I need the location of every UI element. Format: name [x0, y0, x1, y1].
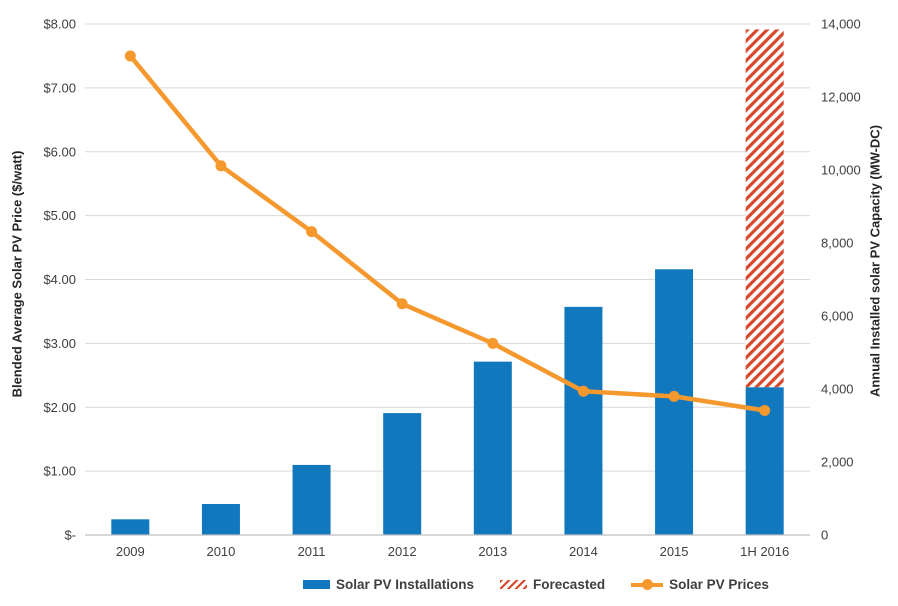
y-right-tick: 4,000	[821, 382, 854, 397]
y-left-tick: $6.00	[43, 144, 76, 159]
x-tick-2014: 2014	[569, 544, 598, 559]
right-axis-title: Annual Installed solar PV Capacity (MW-D…	[867, 124, 883, 398]
x-tick-1H 2016: 1H 2016	[740, 544, 789, 559]
x-tick-2010: 2010	[206, 544, 235, 559]
bar-swatch-icon	[303, 580, 330, 589]
y-left-tick: $8.00	[43, 17, 76, 32]
x-tick-2013: 2013	[478, 544, 507, 559]
y-left-tick: $-	[64, 528, 76, 543]
bar-2014	[564, 306, 603, 535]
bar-2015	[655, 269, 694, 535]
y-left-tick: $2.00	[43, 400, 76, 415]
gridlines	[85, 23, 810, 536]
y-left-tick: $7.00	[43, 80, 76, 95]
bar-2011	[292, 464, 331, 535]
price-line	[128, 53, 767, 413]
price-point-2014	[577, 385, 589, 397]
price-point-2012	[396, 298, 408, 310]
installation-bars	[111, 29, 784, 535]
y-left-tick: $3.00	[43, 336, 76, 351]
legend-item-prices: Solar PV Prices	[631, 577, 769, 592]
price-point-2015	[668, 390, 680, 402]
left-axis-title: Blended Average Solar PV Price ($/watt)	[9, 150, 25, 398]
bar-2013	[473, 361, 512, 535]
x-tick-2011: 2011	[298, 544, 326, 559]
bar-2012	[383, 413, 422, 535]
forecast-bar-1H 2016	[745, 29, 784, 388]
price-markers	[124, 50, 771, 416]
price-point-1H 2016	[759, 404, 771, 416]
legend-label: Solar PV Prices	[669, 577, 769, 592]
legend-item-forecasted: Forecasted	[500, 577, 605, 592]
left-axis-ticks: $- $1.00 $2.00 $3.00 $4.00 $5.00 $6.00 $7.00 $8.…	[43, 17, 76, 543]
legend-label: Forecasted	[533, 577, 606, 592]
y-right-tick: 2,000	[821, 455, 854, 470]
x-tick-2015: 2015	[660, 544, 689, 559]
y-right-tick: 14,000	[821, 17, 861, 32]
legend: Solar PV Installations Forecasted Solar …	[303, 577, 769, 592]
y-right-tick: 0	[821, 528, 828, 543]
legend-item-installations: Solar PV Installations	[303, 577, 474, 592]
x-axis-labels: 2009 2010 2011 2012 2013 2014 2015 1H 2016	[116, 544, 789, 559]
price-point-2011	[306, 226, 318, 238]
y-right-tick: 8,000	[821, 236, 854, 251]
y-right-tick: 10,000	[821, 163, 861, 178]
y-right-tick: 6,000	[821, 309, 854, 324]
price-point-2013	[487, 337, 499, 349]
y-left-tick: $4.00	[43, 272, 76, 287]
y-right-tick: 12,000	[821, 90, 861, 105]
hatch-swatch-icon	[500, 580, 528, 589]
right-axis-ticks: 0 2,000 4,000 6,000 8,000 10,000 12,000 14,000	[821, 17, 861, 543]
legend-label: Solar PV Installations	[336, 577, 475, 592]
x-tick-2012: 2012	[388, 544, 417, 559]
bar-2009	[111, 519, 150, 535]
line-swatch-icon	[631, 579, 664, 590]
price-point-2009	[124, 50, 136, 62]
bar-2010	[201, 503, 240, 535]
y-left-tick: $1.00	[43, 464, 76, 479]
price-point-2010	[215, 160, 227, 172]
x-tick-2009: 2009	[116, 544, 145, 559]
y-left-tick: $5.00	[43, 208, 76, 223]
